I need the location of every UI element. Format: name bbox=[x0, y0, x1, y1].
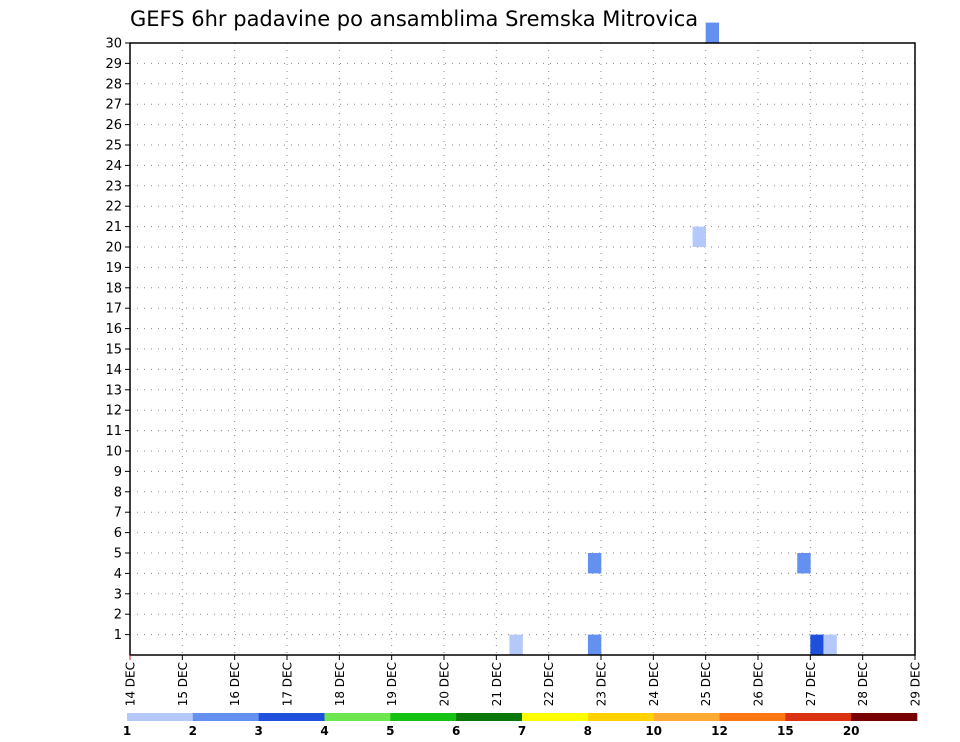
y-tick-label: 3 bbox=[114, 587, 122, 602]
precip-cell bbox=[509, 634, 523, 655]
colorbar-label: 5 bbox=[386, 724, 394, 738]
x-tick-label: 17 DEC bbox=[281, 662, 295, 706]
y-tick-label: 30 bbox=[105, 37, 122, 52]
x-tick-label: 25 DEC bbox=[699, 662, 713, 706]
colorbar-label: 7 bbox=[518, 724, 526, 738]
x-axis: 14 DEC 15 DEC 16 DEC 17 DEC 18 DEC 19 DEC 20 D… bbox=[124, 655, 923, 706]
precip-cell bbox=[587, 553, 602, 574]
y-axis: 1234567891011121314151617181920212223242… bbox=[105, 37, 130, 643]
y-tick-label: 15 bbox=[105, 343, 122, 358]
x-tick-label: 20 DEC bbox=[438, 662, 452, 706]
y-tick-label: 22 bbox=[105, 200, 122, 215]
y-tick-label: 19 bbox=[105, 261, 122, 276]
colorbar-swatch bbox=[456, 713, 523, 721]
x-tick-label: 16 DEC bbox=[228, 662, 242, 706]
y-tick-label: 13 bbox=[105, 383, 122, 398]
colorbar-label: 15 bbox=[777, 724, 794, 738]
x-tick-label: 19 DEC bbox=[385, 662, 399, 706]
y-tick-label: 28 bbox=[105, 77, 122, 92]
colorbar-swatch bbox=[587, 713, 654, 721]
x-tick-label: 15 DEC bbox=[176, 662, 190, 706]
y-tick-label: 2 bbox=[114, 608, 122, 623]
colorbar-label: 6 bbox=[452, 724, 460, 738]
precip-cell bbox=[823, 634, 837, 655]
y-tick-label: 27 bbox=[105, 98, 122, 113]
colorbar-swatch bbox=[653, 713, 720, 721]
chart-title: GEFS 6hr padavine po ansamblima Sremska … bbox=[130, 7, 698, 31]
x-tick-label: 14 DEC bbox=[124, 662, 138, 706]
y-tick-label: 9 bbox=[114, 465, 122, 480]
y-tick-label: 5 bbox=[114, 547, 122, 562]
y-tick-label: 10 bbox=[105, 445, 122, 460]
colorbar-swatch bbox=[522, 713, 589, 721]
colorbar: 1 2 3 4 5 6 7 8 10 12 15 20 bbox=[123, 713, 918, 738]
x-tick-label: 28 DEC bbox=[856, 662, 870, 706]
colorbar-label: 1 bbox=[123, 724, 131, 738]
colorbar-swatch bbox=[127, 713, 194, 721]
x-tick-label: 18 DEC bbox=[333, 662, 347, 706]
y-tick-label: 11 bbox=[105, 424, 122, 439]
colorbar-swatch bbox=[324, 713, 391, 721]
x-tick-label: 26 DEC bbox=[752, 662, 766, 706]
y-tick-label: 18 bbox=[105, 281, 122, 296]
x-tick-label: 21 DEC bbox=[490, 662, 504, 706]
y-tick-label: 16 bbox=[105, 322, 122, 337]
colorbar-label: 8 bbox=[584, 724, 592, 738]
x-tick-label: 29 DEC bbox=[909, 662, 923, 706]
y-tick-label: 21 bbox=[105, 220, 122, 235]
colorbar-swatch bbox=[390, 713, 457, 721]
colorbar-label: 3 bbox=[254, 724, 262, 738]
y-tick-label: 26 bbox=[105, 118, 122, 133]
precip-cell bbox=[797, 553, 811, 574]
y-tick-label: 7 bbox=[114, 506, 122, 521]
y-tick-label: 6 bbox=[114, 526, 122, 541]
y-tick-label: 4 bbox=[114, 567, 122, 582]
x-tick-label: 23 DEC bbox=[595, 662, 609, 706]
grid bbox=[130, 43, 915, 655]
y-tick-label: 14 bbox=[105, 363, 122, 378]
precip-cell bbox=[810, 634, 824, 655]
y-tick-label: 25 bbox=[105, 139, 122, 154]
x-tick-label: 24 DEC bbox=[647, 662, 661, 706]
y-tick-label: 12 bbox=[105, 404, 122, 419]
precip-cell bbox=[587, 634, 602, 655]
y-tick-label: 17 bbox=[105, 302, 122, 317]
x-tick-label: 22 DEC bbox=[542, 662, 556, 706]
colorbar-label: 2 bbox=[189, 724, 197, 738]
colorbar-swatch bbox=[719, 713, 786, 721]
y-tick-label: 24 bbox=[105, 159, 122, 174]
colorbar-swatch bbox=[785, 713, 852, 721]
colorbar-label: 10 bbox=[645, 724, 662, 738]
y-tick-label: 20 bbox=[105, 241, 122, 256]
y-tick-label: 23 bbox=[105, 179, 122, 194]
colorbar-swatch bbox=[258, 713, 325, 721]
colorbar-label: 4 bbox=[320, 724, 328, 738]
y-tick-label: 8 bbox=[114, 485, 122, 500]
colorbar-swatch bbox=[851, 713, 918, 721]
colorbar-label: 12 bbox=[711, 724, 728, 738]
precip-cell bbox=[692, 226, 706, 247]
y-tick-label: 1 bbox=[114, 628, 122, 643]
colorbar-swatch bbox=[192, 713, 259, 721]
y-tick-label: 29 bbox=[105, 57, 122, 72]
precip-cell bbox=[705, 22, 720, 43]
data-cells bbox=[509, 22, 837, 655]
colorbar-label: 20 bbox=[843, 724, 860, 738]
x-tick-label: 27 DEC bbox=[804, 662, 818, 706]
